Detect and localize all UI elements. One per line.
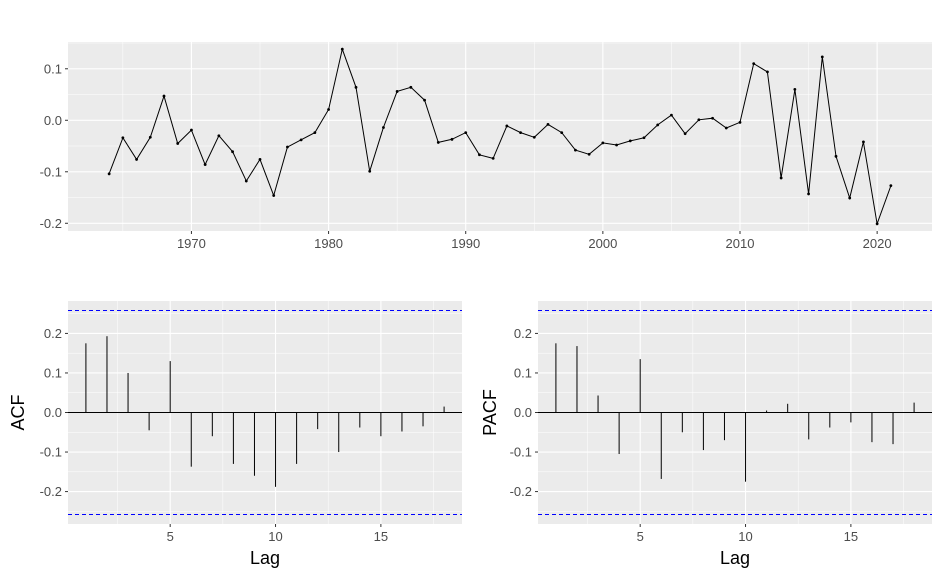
data-point: [286, 145, 289, 149]
y-tick-label: 0.0: [44, 405, 62, 420]
data-point: [464, 131, 468, 135]
data-point: [148, 135, 152, 139]
y-tick-label: 0.0: [514, 405, 532, 420]
data-point: [560, 131, 564, 135]
data-point: [436, 141, 440, 144]
data-point: [628, 139, 632, 143]
data-point: [395, 90, 399, 93]
x-tick-label: 1980: [314, 236, 343, 251]
y-tick-label: -0.2: [40, 216, 62, 231]
y-tick-label: 0.1: [514, 365, 532, 380]
data-point: [683, 132, 687, 136]
data-point: [382, 126, 385, 129]
y-tick-label: 0.0: [44, 113, 62, 128]
data-point: [615, 143, 618, 147]
data-point: [738, 120, 742, 124]
data-point: [107, 172, 111, 176]
y-tick-label: 0.2: [514, 326, 532, 341]
y-tick-label: -0.2: [40, 484, 62, 499]
x-tick-label: 10: [268, 529, 282, 544]
x-tick-label: 1990: [451, 236, 480, 251]
data-point: [368, 169, 372, 173]
data-point: [176, 142, 180, 145]
data-point: [313, 131, 317, 135]
data-point: [889, 184, 893, 188]
x-tick-label: 2020: [863, 236, 892, 251]
y-tick-label: 0.1: [44, 365, 62, 380]
data-point: [217, 134, 221, 138]
y-tick-label: -0.1: [40, 164, 62, 179]
data-point: [505, 124, 509, 128]
data-point: [532, 135, 536, 139]
x-tick-label: 15: [374, 529, 388, 544]
data-point: [423, 98, 426, 102]
x-tick-label: 2000: [588, 236, 617, 251]
data-point: [834, 154, 838, 158]
x-tick-label: 10: [738, 529, 752, 544]
data-point: [231, 150, 234, 154]
data-point: [752, 62, 756, 66]
data-point: [258, 158, 262, 161]
data-point: [862, 140, 865, 144]
x-tick-label: 5: [637, 529, 644, 544]
time-series-chart: 0.1 0.0 -0.1 -0.2 1970 1980 1990 2000 2010 2020: [40, 42, 932, 251]
data-point: [875, 222, 879, 226]
x-axis-title: Lag: [720, 548, 750, 568]
data-point: [519, 131, 522, 135]
data-point: [203, 163, 207, 166]
data-point: [574, 148, 577, 152]
data-point: [848, 196, 852, 200]
x-tick-label: 1970: [177, 236, 206, 251]
data-point: [711, 116, 714, 120]
data-point: [450, 137, 454, 141]
y-axis-title: PACF: [480, 389, 500, 436]
y-tick-label: 0.2: [44, 326, 62, 341]
data-point: [724, 126, 728, 130]
data-point: [354, 85, 358, 89]
data-point: [299, 138, 303, 142]
data-point: [656, 123, 660, 127]
plot-panel: [68, 42, 932, 231]
data-point: [135, 158, 138, 161]
data-point: [327, 108, 330, 111]
data-point: [642, 136, 646, 140]
y-tick-label: 0.1: [44, 61, 62, 76]
data-point: [697, 118, 701, 122]
data-point: [601, 141, 605, 145]
data-point: [820, 55, 824, 59]
data-point: [779, 176, 783, 180]
data-point: [162, 94, 166, 98]
x-axis-title: Lag: [250, 548, 280, 568]
data-point: [587, 152, 591, 156]
data-point: [478, 153, 481, 157]
data-point: [121, 136, 125, 140]
x-tick-label: 15: [844, 529, 858, 544]
data-point: [793, 87, 797, 91]
x-tick-label: 5: [167, 529, 174, 544]
data-point: [546, 122, 550, 126]
data-point: [340, 47, 344, 51]
acf-chart: 0.2 0.1 0.0 -0.1 -0.2 5 10 15 Lag ACF: [8, 301, 462, 568]
y-tick-label: -0.1: [40, 445, 62, 460]
data-point: [409, 85, 413, 89]
y-axis-title: ACF: [8, 394, 28, 430]
data-point: [766, 70, 769, 74]
data-point: [244, 179, 248, 183]
pacf-chart: 0.2 0.1 0.0 -0.1 -0.2 5 10 15 Lag PACF: [480, 301, 932, 568]
y-tick-label: -0.2: [510, 484, 532, 499]
y-tick-label: -0.1: [510, 445, 532, 460]
data-point: [807, 192, 810, 196]
data-point: [670, 113, 673, 117]
data-point: [272, 194, 276, 197]
x-tick-label: 2010: [726, 236, 755, 251]
data-point: [491, 156, 495, 160]
data-point: [190, 128, 193, 132]
series-line: [108, 47, 892, 226]
